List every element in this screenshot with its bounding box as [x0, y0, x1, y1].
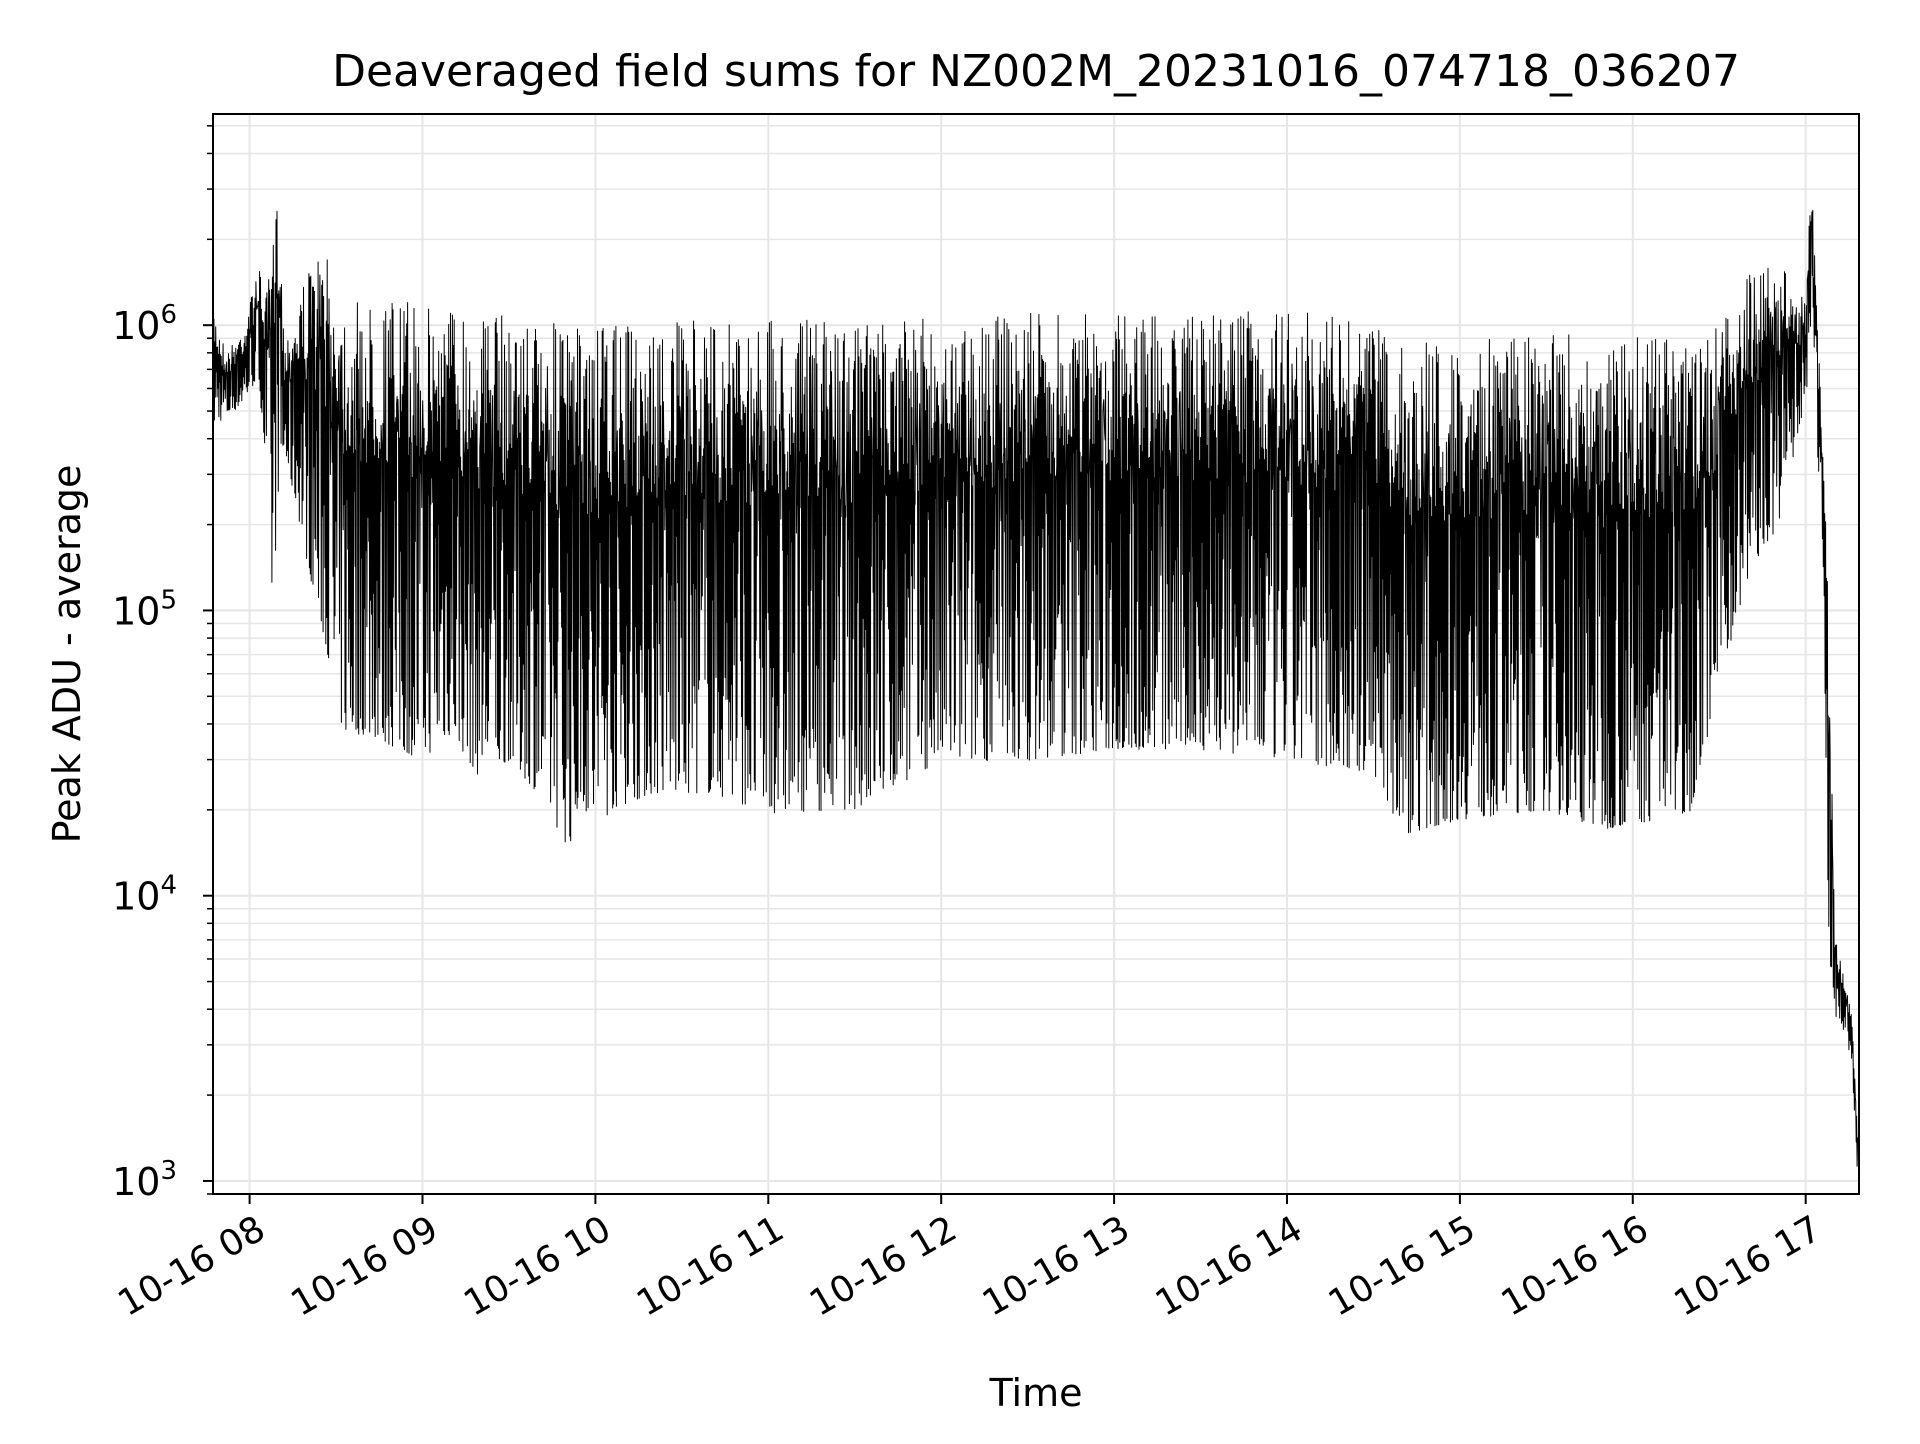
y-axis-label: Peak ADU - average	[45, 465, 89, 844]
chart-title: Deaveraged field sums for NZ002M_2023101…	[332, 46, 1740, 97]
y-tick-label: 105	[112, 585, 177, 633]
series-layer	[212, 209, 1859, 1167]
y-tick-label-base: 10	[112, 875, 160, 919]
series-line-0	[212, 209, 1859, 1167]
y-tick-label-exponent: 3	[160, 1156, 177, 1186]
y-tick-label-exponent: 5	[160, 585, 177, 615]
y-tick-label-base: 10	[112, 304, 160, 348]
y-tick-label-exponent: 6	[160, 300, 177, 330]
y-tick-label-base: 10	[112, 1160, 160, 1204]
y-tick-label: 103	[112, 1156, 177, 1204]
y-tick-label: 106	[112, 300, 177, 348]
y-tick-label-base: 10	[112, 589, 160, 633]
y-tick-label-exponent: 4	[160, 871, 177, 901]
x-axis-label: Time	[989, 1371, 1083, 1415]
y-tick-label: 104	[112, 871, 177, 919]
